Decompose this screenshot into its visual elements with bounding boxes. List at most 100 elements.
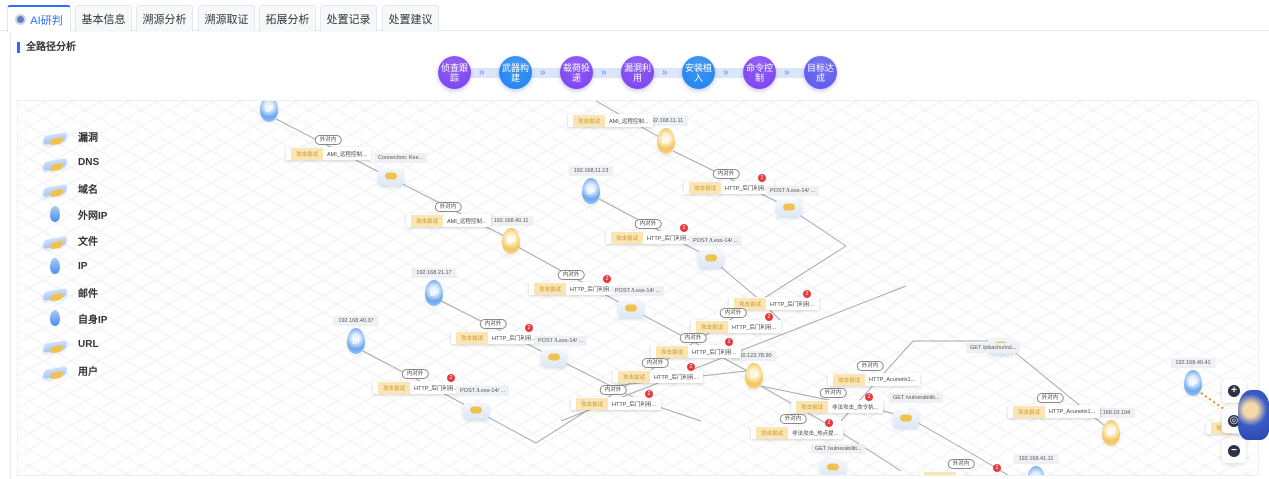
stage-6: 目标达成: [804, 56, 837, 89]
edge-label-card[interactable]: 攻击尝试 HTTP_后门利用...: [613, 370, 704, 383]
graph-edge: [672, 150, 847, 247]
vulnerability-node[interactable]: [776, 199, 802, 217]
edge-label-card[interactable]: 攻击尝试 AMI_远程控制...: [406, 214, 492, 227]
alert-count-badge: 2: [603, 275, 611, 283]
tab-1[interactable]: 基本信息: [75, 5, 132, 32]
ip-node[interactable]: IP: [1102, 420, 1120, 446]
ip-node[interactable]: IP: [425, 280, 443, 306]
tab-6[interactable]: 处置建议: [382, 5, 439, 32]
zoom-out-button[interactable]: −: [1222, 439, 1246, 463]
attack-tag: 攻击尝试: [456, 331, 489, 344]
direction-label: 外对内: [819, 388, 847, 398]
pin-icon: [50, 310, 60, 326]
ip-node[interactable]: IP: [347, 328, 365, 354]
vulnerability-node[interactable]: [463, 402, 489, 420]
edge-label-card[interactable]: 攻击尝试 HTTP_后门利用...: [684, 181, 775, 194]
attack-tag: 攻击尝试: [924, 471, 957, 475]
zoom-in-button[interactable]: +: [1222, 379, 1246, 403]
alert-count-badge: 2: [825, 419, 833, 427]
edge-label-card[interactable]: 攻击尝试 HTTP_Acunetix1...: [1008, 405, 1101, 418]
legend-label: 外网IP: [78, 210, 108, 222]
ip-label: 192.168.40.41: [1170, 358, 1216, 368]
attack-tag: 攻击尝试: [689, 181, 722, 194]
edge-label-card[interactable]: 攻击尝试 HTTP_后门利用...: [529, 282, 620, 295]
ip-node[interactable]: IP: [502, 228, 520, 254]
chevron-right-icon: »: [479, 67, 485, 78]
alert-name: HTTP_后门利用...: [732, 324, 777, 331]
request-label: POST /Less-14/ ...: [766, 186, 820, 196]
ip-node[interactable]: IP: [1184, 370, 1202, 396]
ip-node[interactable]: IP: [582, 178, 600, 204]
vulnerability-node[interactable]: [698, 250, 724, 268]
alert-count-badge: 2: [645, 390, 653, 398]
alert-name: HTTP_后门利用...: [654, 374, 699, 381]
edge-label-card[interactable]: 攻击尝试 AMI_远程控制...: [286, 147, 372, 160]
assistant-mascot[interactable]: [1238, 390, 1269, 440]
cube-icon: [42, 131, 68, 145]
direction-label: 内对外: [712, 169, 740, 179]
attack-tag: 攻击尝试: [291, 147, 324, 160]
tab-2[interactable]: 溯源分析: [136, 5, 193, 32]
ip-label: 192.168.11.13: [568, 166, 614, 176]
ip-label: 210.123.78.90: [731, 351, 777, 361]
edge-label-card[interactable]: 攻击尝试 AMI_远程控制...: [568, 114, 654, 127]
plus-icon: +: [1228, 385, 1240, 397]
direction-label: 外对内: [779, 414, 807, 424]
edge-label-card[interactable]: 攻击尝试: [919, 471, 966, 475]
edge-label-card[interactable]: 攻击尝试 HTTP_后门利用...: [651, 345, 742, 358]
ip-node[interactable]: IP: [1027, 466, 1045, 475]
tab-label: AI研判: [30, 14, 63, 27]
direction-label: 内对外: [634, 219, 662, 229]
direction-label: 内对外: [599, 385, 627, 395]
tab-label: 基本信息: [81, 14, 126, 26]
legend-item: 文件: [42, 227, 107, 253]
direction-label: 外对内: [1036, 393, 1064, 403]
edge-label-card[interactable]: 攻击尝试 HTTP_后门利用...: [451, 331, 542, 344]
attack-tag: 攻击尝试: [573, 114, 606, 127]
stage-0: 侦查跟踪: [438, 56, 471, 89]
ip-node[interactable]: IP: [657, 128, 675, 154]
stage-5: 命令控制: [743, 56, 776, 89]
attack-tag: 攻击尝试: [378, 381, 411, 394]
edge-label-card[interactable]: 攻击尝试 HTTP_Acunetix1...: [828, 373, 921, 386]
edge-label-card[interactable]: 攻击尝试 HTTP_后门利用...: [373, 381, 464, 394]
direction-label: 外对内: [434, 202, 462, 212]
vulnerability-node[interactable]: [378, 168, 404, 186]
chevron-right-icon: »: [784, 67, 790, 78]
edge-label-card[interactable]: 攻击尝试 HTTP_后门利用...: [571, 397, 662, 410]
vulnerability-node[interactable]: [893, 410, 919, 428]
edge-label-card[interactable]: 攻击尝试 HTTP_后门利用...: [729, 297, 820, 310]
legend-label: 漏洞: [78, 132, 98, 144]
edge-label-card[interactable]: 攻击尝试 非法攻击_热点提...: [751, 426, 844, 439]
tab-5[interactable]: 处置记录: [320, 5, 377, 32]
edge-label-card[interactable]: 攻击尝试 HTTP_后门利用...: [691, 320, 782, 333]
alert-count-badge: 2: [803, 290, 811, 298]
alert-name: AMI_远程控制...: [327, 151, 367, 158]
direction-label: 内对外: [479, 319, 507, 329]
attack-path-graph[interactable]: 漏洞 DNS 域名 外网IP 文件 IP 邮件 自身IP URL 用户 IP IP 192.168.1…: [17, 100, 1259, 476]
alert-count-badge: 2: [687, 363, 695, 371]
chevron-right-icon: »: [540, 67, 546, 78]
attack-tag: 攻击尝试: [796, 400, 829, 413]
legend-item: URL: [42, 331, 107, 357]
tab-3[interactable]: 溯源取证: [198, 5, 255, 32]
ip-node[interactable]: IP: [745, 363, 763, 389]
vulnerability-node[interactable]: [541, 349, 567, 367]
pin-icon: [50, 206, 60, 222]
edge-label-card[interactable]: 攻击尝试 非法攻击_命令执...: [791, 400, 884, 413]
tab-label: 溯源分析: [142, 14, 187, 26]
ip-node[interactable]: IP: [260, 101, 278, 122]
edge-label-card[interactable]: 攻击尝试 HTTP_后门利用...: [606, 231, 697, 244]
vulnerability-node[interactable]: [618, 300, 644, 318]
attack-tag: 攻击尝试: [576, 397, 609, 410]
cube-icon: [42, 365, 68, 379]
tab-0[interactable]: AI研判: [7, 5, 71, 32]
attack-tag: 攻击尝试: [1013, 405, 1046, 418]
cube-icon: [42, 287, 68, 301]
tab-4[interactable]: 拓展分析: [259, 5, 316, 32]
alert-name: HTTP_后门利用...: [770, 301, 815, 308]
vulnerability-node[interactable]: [820, 459, 846, 475]
chevron-right-icon: »: [723, 67, 729, 78]
legend-item: 自身IP: [44, 305, 107, 331]
cube-icon: [42, 339, 68, 353]
